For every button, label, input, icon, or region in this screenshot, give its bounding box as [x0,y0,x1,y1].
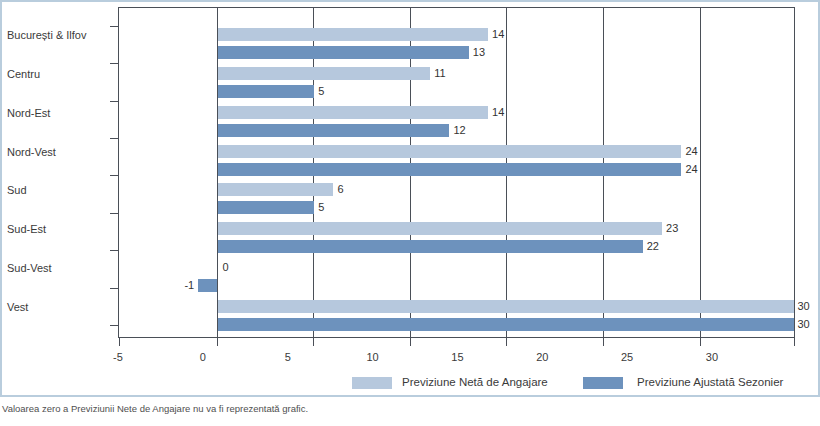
gridline-25 [700,8,701,338]
y-axis-tick [110,250,118,251]
bar-value-label: 30 [798,300,810,313]
bar-net [218,106,489,119]
bar-value-label: 13 [473,46,485,59]
bar-value-label: 14 [492,106,504,119]
bar-adjusted [218,85,315,98]
y-axis-tick [110,138,118,139]
x-axis-label: 5 [285,351,291,363]
bar-value-label: 11 [434,67,445,80]
x-axis-tick [410,338,411,346]
legend-swatch-net [352,377,392,389]
bar-value-label: 30 [798,318,810,331]
bar-value-label: 24 [685,145,697,158]
x-axis-tick [313,338,314,346]
bar-value-label: 5 [318,201,324,214]
category-label: Centru [7,67,113,81]
bar-net [218,145,682,158]
bar-adjusted [218,46,469,59]
bar-net [218,222,663,235]
x-axis-label: 0 [200,351,206,363]
bar-adjusted [198,279,217,292]
x-axis-tick [794,338,795,346]
bar-net [218,67,431,80]
legend-swatch-adjusted [583,377,623,389]
bar-net [218,183,334,196]
y-axis-tick [110,63,118,64]
category-label: Sud-Est [7,222,113,236]
y-axis-tick [110,26,118,27]
bar-adjusted [218,163,682,176]
x-axis-label: 20 [536,351,548,363]
bar-value-label: 12 [453,124,465,137]
bar-value-label: 5 [318,85,324,98]
y-axis-tick [110,175,118,176]
y-axis-tick [110,325,118,326]
x-axis-tick [217,338,218,346]
y-axis-tick [110,288,118,289]
bar-value-label: 22 [647,240,659,253]
x-axis-tick [603,338,604,346]
x-axis-label: 30 [706,351,718,363]
bar-net [218,28,489,41]
x-axis-label: 25 [621,351,633,363]
bar-value-label: -1 [184,279,194,292]
category-label: Sud [7,183,113,197]
legend-label-net: Previziune Netă de Angajare [402,375,548,389]
chart-screenshot: -5 0 5 10 15 20 25 30 București & Ilfov Centru Nor… [0,0,820,426]
bar-value-label: 14 [492,28,504,41]
x-axis-tick [119,338,120,346]
x-axis-tick [700,338,701,346]
category-label: Nord-Est [7,106,113,120]
bar-net [218,300,794,313]
y-axis-tick [110,213,118,214]
bar-value-label: 24 [685,163,697,176]
x-axis-tick [506,338,507,346]
bar-adjusted [218,240,643,253]
category-label: Vest [7,300,113,314]
y-axis-tick [110,101,118,102]
x-axis-label: 10 [366,351,378,363]
bar-value-label: 23 [666,222,678,235]
bar-adjusted [218,124,450,137]
footnote: Valoarea zero a Previziunii Nete de Anga… [2,403,308,414]
x-axis-label: -5 [113,351,123,363]
category-label: București & Ilfov [7,28,113,42]
bar-value-label: 0 [223,261,229,274]
legend-label-adjusted: Previziune Ajustată Sezonier [637,375,783,389]
bar-adjusted [218,201,315,214]
x-axis-label: 15 [451,351,463,363]
category-label: Nord-Vest [7,145,113,159]
bar-adjusted [218,318,794,331]
bar-value-label: 6 [337,183,343,196]
category-label: Sud-Vest [7,261,113,275]
